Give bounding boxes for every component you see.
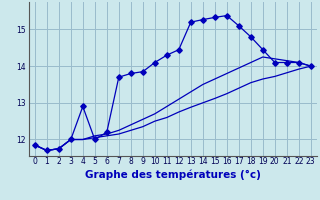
X-axis label: Graphe des températures (°c): Graphe des températures (°c)	[85, 169, 261, 180]
